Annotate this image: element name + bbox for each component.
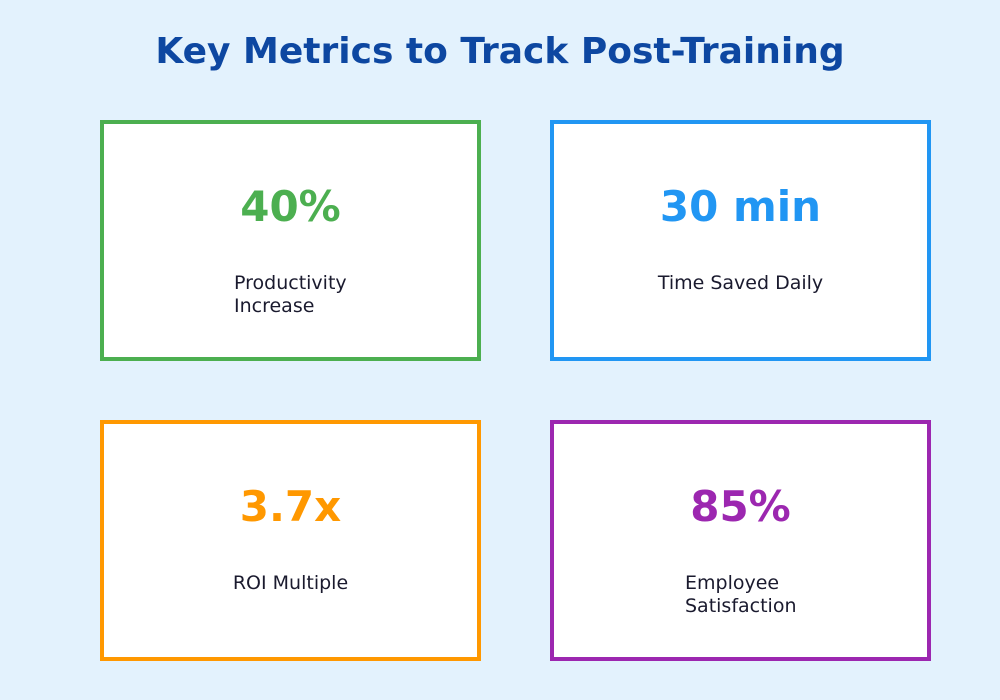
metric-value: 40% — [240, 182, 341, 231]
metric-card-time-saved: 30 min Time Saved Daily — [550, 120, 931, 361]
page-title: Key Metrics to Track Post-Training — [155, 31, 845, 72]
metric-card-productivity: 40% Productivity Increase — [100, 120, 481, 361]
metric-card-satisfaction: 85% Employee Satisfaction — [550, 420, 931, 661]
metric-label: Productivity Increase — [234, 272, 347, 317]
metric-value: 85% — [690, 482, 791, 531]
metric-card-roi: 3.7x ROI Multiple — [100, 420, 481, 661]
metric-value: 3.7x — [239, 482, 342, 531]
metric-label: Time Saved Daily — [657, 272, 824, 294]
metric-label: ROI Multiple — [232, 572, 349, 594]
metric-value: 30 min — [659, 182, 822, 231]
metric-label: Employee Satisfaction — [685, 572, 797, 617]
